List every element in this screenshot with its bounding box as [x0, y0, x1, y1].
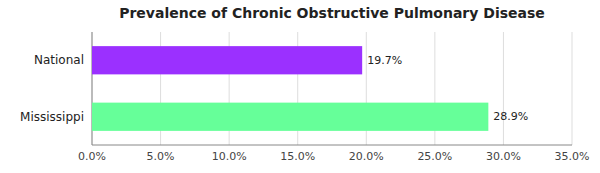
x-tick-label: 5.0%	[147, 150, 175, 163]
bar	[92, 46, 362, 74]
title: Prevalence of Chronic Obstructive Pulmon…	[119, 5, 545, 21]
bar	[92, 103, 488, 131]
chart: Prevalence of Chronic Obstructive Pulmon…	[0, 0, 600, 173]
x-tick-label: 0.0%	[78, 150, 106, 163]
x-tick-label: 20.0%	[349, 150, 384, 163]
x-tick-label: 30.0%	[486, 150, 521, 163]
category-label: National	[34, 53, 84, 67]
x-tick-label: 25.0%	[417, 150, 452, 163]
x-tick-label: 15.0%	[280, 150, 315, 163]
x-tick-label: 10.0%	[212, 150, 247, 163]
data-label: 19.7%	[367, 54, 402, 67]
grid-line	[572, 32, 573, 145]
grid-line	[503, 32, 504, 145]
x-ticks: 0.0% 5.0% 10.0% 15.0% 20.0% 25.0% 30.0% 35.0%	[78, 150, 589, 163]
labels: 19.7% National 28.9% Mississippi	[20, 53, 528, 124]
bars	[92, 46, 488, 131]
x-tick-label: 35.0%	[555, 150, 590, 163]
data-label: 28.9%	[493, 110, 528, 123]
grid	[92, 32, 572, 145]
category-label: Mississippi	[20, 110, 84, 124]
chart-container: Prevalence of Chronic Obstructive Pulmon…	[0, 0, 600, 173]
x-axis-line	[92, 145, 572, 146]
